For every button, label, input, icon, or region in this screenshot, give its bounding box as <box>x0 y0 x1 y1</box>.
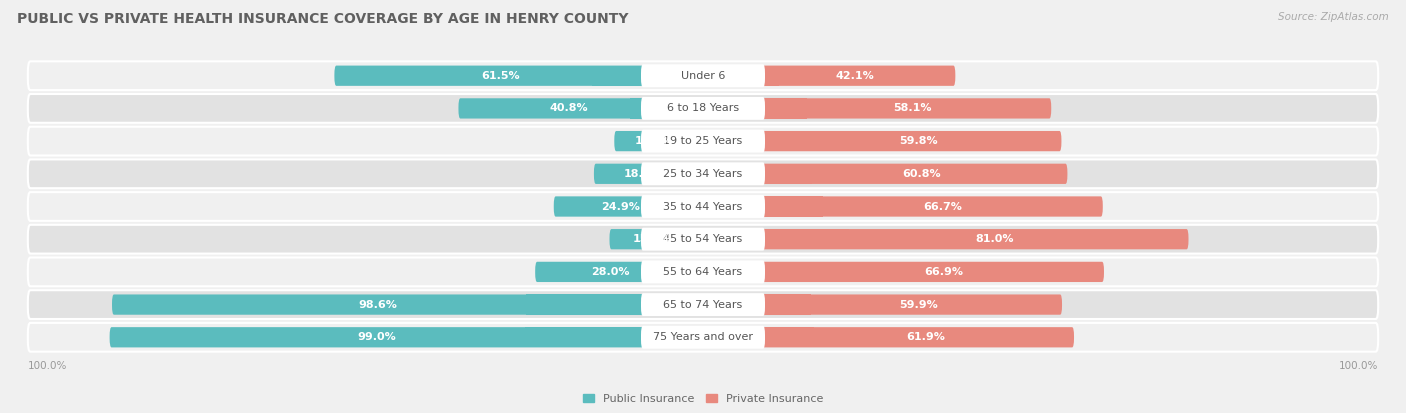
Text: 35 to 44 Years: 35 to 44 Years <box>664 202 742 211</box>
Text: 61.5%: 61.5% <box>481 71 520 81</box>
Bar <box>592 66 703 86</box>
FancyBboxPatch shape <box>28 159 1378 188</box>
Text: 66.7%: 66.7% <box>924 202 962 211</box>
FancyBboxPatch shape <box>110 327 703 347</box>
FancyBboxPatch shape <box>112 294 703 315</box>
Text: 42.1%: 42.1% <box>835 71 873 81</box>
FancyBboxPatch shape <box>641 97 765 120</box>
Text: 28.0%: 28.0% <box>592 267 630 277</box>
Text: 65 to 74 Years: 65 to 74 Years <box>664 299 742 310</box>
FancyBboxPatch shape <box>28 225 1378 254</box>
FancyBboxPatch shape <box>614 131 703 151</box>
Text: 59.8%: 59.8% <box>898 136 938 146</box>
FancyBboxPatch shape <box>641 64 765 87</box>
FancyBboxPatch shape <box>703 294 1062 315</box>
Text: 19 to 25 Years: 19 to 25 Years <box>664 136 742 146</box>
Text: 75 Years and over: 75 Years and over <box>652 332 754 342</box>
FancyBboxPatch shape <box>703 262 1104 282</box>
Bar <box>526 294 703 315</box>
Text: 99.0%: 99.0% <box>357 332 396 342</box>
Text: Under 6: Under 6 <box>681 71 725 81</box>
Text: Source: ZipAtlas.com: Source: ZipAtlas.com <box>1278 12 1389 22</box>
Bar <box>703 229 849 249</box>
FancyBboxPatch shape <box>641 130 765 152</box>
FancyBboxPatch shape <box>703 66 955 86</box>
Bar <box>703 294 811 315</box>
FancyBboxPatch shape <box>641 162 765 185</box>
Bar <box>703 327 814 347</box>
Text: 40.8%: 40.8% <box>550 103 588 114</box>
Text: 6 to 18 Years: 6 to 18 Years <box>666 103 740 114</box>
Text: 66.9%: 66.9% <box>924 267 963 277</box>
FancyBboxPatch shape <box>458 98 703 119</box>
FancyBboxPatch shape <box>335 66 703 86</box>
Text: PUBLIC VS PRIVATE HEALTH INSURANCE COVERAGE BY AGE IN HENRY COUNTY: PUBLIC VS PRIVATE HEALTH INSURANCE COVER… <box>17 12 628 26</box>
FancyBboxPatch shape <box>28 192 1378 221</box>
FancyBboxPatch shape <box>641 228 765 251</box>
FancyBboxPatch shape <box>609 229 703 249</box>
FancyBboxPatch shape <box>28 290 1378 319</box>
Bar <box>630 98 703 119</box>
Text: 25 to 34 Years: 25 to 34 Years <box>664 169 742 179</box>
Text: 100.0%: 100.0% <box>1339 361 1378 371</box>
FancyBboxPatch shape <box>703 196 1102 217</box>
Legend: Public Insurance, Private Insurance: Public Insurance, Private Insurance <box>579 389 827 408</box>
Bar <box>652 262 703 282</box>
Text: 59.9%: 59.9% <box>898 299 938 310</box>
FancyBboxPatch shape <box>28 258 1378 286</box>
FancyBboxPatch shape <box>703 98 1052 119</box>
Bar <box>703 66 779 86</box>
FancyBboxPatch shape <box>641 326 765 349</box>
Text: 24.9%: 24.9% <box>602 202 640 211</box>
FancyBboxPatch shape <box>28 323 1378 351</box>
FancyBboxPatch shape <box>536 262 703 282</box>
FancyBboxPatch shape <box>28 62 1378 90</box>
Bar <box>703 131 810 151</box>
Text: 61.9%: 61.9% <box>907 332 945 342</box>
FancyBboxPatch shape <box>703 327 1074 347</box>
Text: 98.6%: 98.6% <box>359 299 398 310</box>
Text: 15.6%: 15.6% <box>633 234 671 244</box>
Bar <box>658 196 703 217</box>
Bar <box>703 262 824 282</box>
FancyBboxPatch shape <box>641 261 765 283</box>
Text: 58.1%: 58.1% <box>893 103 931 114</box>
FancyBboxPatch shape <box>641 293 765 316</box>
Text: 60.8%: 60.8% <box>903 169 941 179</box>
Bar <box>703 98 807 119</box>
Bar <box>671 164 703 184</box>
FancyBboxPatch shape <box>703 229 1188 249</box>
Text: 81.0%: 81.0% <box>974 234 1014 244</box>
Bar <box>675 229 703 249</box>
Text: 14.8%: 14.8% <box>636 136 673 146</box>
FancyBboxPatch shape <box>28 94 1378 123</box>
FancyBboxPatch shape <box>641 195 765 218</box>
Text: 18.2%: 18.2% <box>624 169 662 179</box>
Bar <box>703 164 813 184</box>
FancyBboxPatch shape <box>593 164 703 184</box>
FancyBboxPatch shape <box>554 196 703 217</box>
FancyBboxPatch shape <box>28 127 1378 156</box>
Text: 55 to 64 Years: 55 to 64 Years <box>664 267 742 277</box>
Text: 45 to 54 Years: 45 to 54 Years <box>664 234 742 244</box>
FancyBboxPatch shape <box>703 164 1067 184</box>
Bar <box>703 196 823 217</box>
FancyBboxPatch shape <box>703 131 1062 151</box>
Bar <box>676 131 703 151</box>
Bar <box>524 327 703 347</box>
Text: 100.0%: 100.0% <box>28 361 67 371</box>
